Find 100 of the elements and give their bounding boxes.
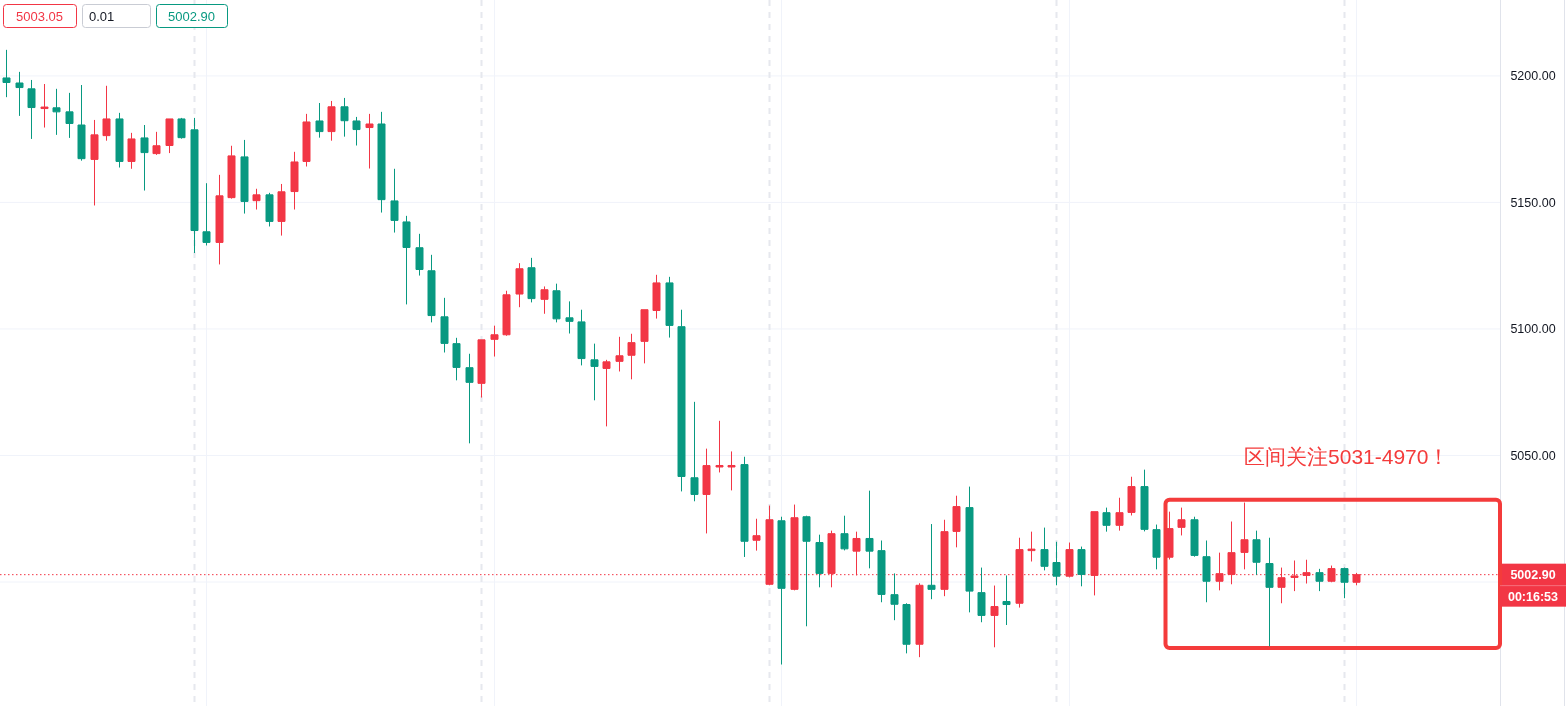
candlestick <box>1127 476 1136 516</box>
candlestick <box>990 585 999 648</box>
candlestick <box>465 353 474 444</box>
candlestick <box>540 285 549 315</box>
candlestick <box>215 174 224 265</box>
candlestick <box>1165 511 1174 560</box>
candlestick <box>290 151 299 211</box>
candlestick <box>490 325 499 358</box>
candlestick <box>665 276 674 339</box>
candlestick <box>627 333 636 380</box>
candlestick <box>615 336 624 372</box>
candlestick <box>752 518 761 552</box>
candlestick <box>102 85 111 142</box>
candlestick <box>1190 516 1199 558</box>
candlestick <box>952 495 961 548</box>
candlestick <box>815 534 824 588</box>
candlestick <box>352 116 361 146</box>
candlestick <box>315 102 324 139</box>
candlestick <box>865 490 874 569</box>
candlestick <box>252 188 261 211</box>
candlestick <box>165 118 174 154</box>
candlestick <box>590 343 599 401</box>
candlestick <box>127 132 136 170</box>
candlestick <box>377 111 386 214</box>
candlestick <box>1340 567 1349 599</box>
candlestick <box>702 448 711 534</box>
candlestick <box>240 139 249 215</box>
candlestick <box>2 49 11 98</box>
candlestick <box>40 83 49 129</box>
candlestick <box>915 582 924 658</box>
candlestick <box>115 112 124 169</box>
candlestick <box>840 515 849 551</box>
candlestick <box>1265 537 1274 647</box>
candlestick <box>440 297 449 353</box>
y-tick-label: 5100.00 <box>1510 322 1556 337</box>
candlestick <box>602 359 611 427</box>
candlestick <box>302 113 311 167</box>
candlestick <box>527 257 536 303</box>
candlestick <box>1152 524 1161 570</box>
candlestick <box>965 486 974 613</box>
annotation: 区间关注5031-4970！ <box>1244 444 1450 468</box>
candlestick <box>740 456 749 558</box>
candlestick <box>1177 507 1186 536</box>
candlestick <box>577 309 586 366</box>
ref-line-label: 5002.90 <box>1510 568 1556 583</box>
candlestick <box>402 215 411 305</box>
candlestick <box>727 450 736 491</box>
candlestick <box>390 168 399 234</box>
candlestick <box>902 602 911 654</box>
candlestick <box>565 300 574 335</box>
candlestick <box>90 119 99 206</box>
candlestick <box>802 515 811 627</box>
candlestick <box>1115 497 1124 532</box>
candlestick <box>140 124 149 192</box>
candlestick <box>152 131 161 156</box>
candlestick <box>877 540 886 603</box>
candlestick <box>677 309 686 492</box>
candlestick <box>27 79 36 140</box>
candlestick <box>52 88 61 136</box>
candlestick <box>502 290 511 337</box>
candlestick <box>277 183 286 237</box>
candlestick <box>1077 546 1086 587</box>
annotation: 5003.05 <box>16 8 63 24</box>
candlestick <box>365 113 374 170</box>
y-tick-label: 5050.00 <box>1510 448 1556 463</box>
candlestick <box>340 97 349 138</box>
candlestick <box>65 92 74 139</box>
candlestick <box>690 401 699 502</box>
candlestick <box>1140 469 1149 532</box>
candlestick <box>415 233 424 277</box>
candlestick <box>1002 574 1011 626</box>
annotation: 5002.90 <box>168 8 215 24</box>
candlestick <box>427 254 436 323</box>
annotation: 0.01 <box>89 8 115 24</box>
candlestick <box>177 117 186 140</box>
candlestick <box>227 145 236 200</box>
candlestick <box>1240 502 1249 570</box>
candlestick <box>1052 541 1061 586</box>
candlestick <box>15 71 24 117</box>
panel-box: 5002.90 <box>156 4 228 28</box>
panel-box: 0.01 <box>82 4 151 28</box>
candlestick <box>515 262 524 308</box>
panel-box: 5003.05 <box>3 4 77 28</box>
candlestick <box>1027 531 1036 563</box>
countdown: 00:16:53 <box>1499 585 1566 607</box>
candlestick <box>452 337 461 381</box>
y-tick-label: 5200.00 <box>1510 69 1556 84</box>
candlestick <box>202 182 211 246</box>
candlestick <box>190 117 199 254</box>
candlestick <box>1102 507 1111 533</box>
candlestick <box>927 523 936 600</box>
candlestick <box>1252 530 1261 576</box>
candlestick <box>1040 527 1049 571</box>
candlestick <box>890 572 899 621</box>
candlestick <box>477 339 486 399</box>
candlestick <box>1315 568 1324 592</box>
candlestick <box>77 84 86 162</box>
candlestick <box>327 100 336 142</box>
y-tick-label: 5150.00 <box>1510 195 1556 210</box>
candlestick <box>652 274 661 320</box>
